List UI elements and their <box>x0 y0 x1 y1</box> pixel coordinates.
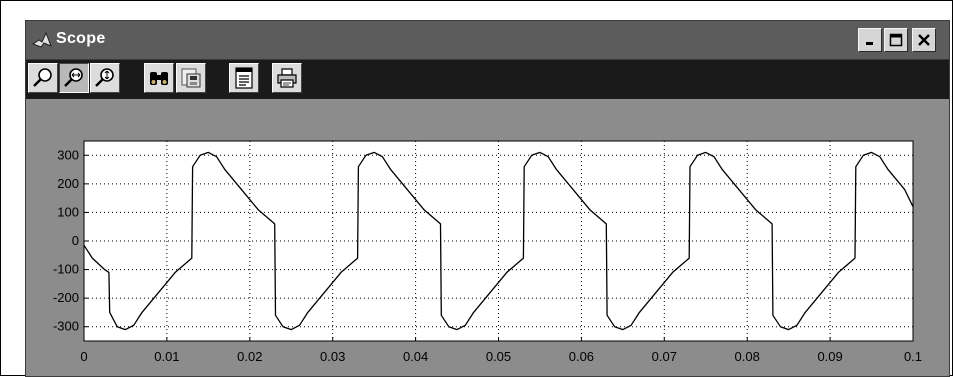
x-tick-label: 0.05 <box>486 349 511 364</box>
title-bar[interactable]: Scope <box>26 21 949 60</box>
x-tick-label: 0.09 <box>817 349 842 364</box>
autoscale-binoculars-icon <box>150 72 168 85</box>
x-tick-label: 0.07 <box>652 349 677 364</box>
grid-lines <box>84 141 913 341</box>
y-tick-label: -200 <box>53 290 79 305</box>
zoom-x-icon <box>64 68 83 87</box>
signal-trace <box>83 151 914 331</box>
x-tick-label: 0.03 <box>320 349 345 364</box>
print-button[interactable] <box>272 63 302 93</box>
x-tick-label: 0.06 <box>569 349 594 364</box>
minimize-icon <box>866 42 873 45</box>
x-tick-label: 0.1 <box>904 349 922 364</box>
y-axis: 300 200 100 0 -100 -200 -300 <box>53 147 88 334</box>
x-tick-label: 0 <box>80 349 87 364</box>
signal-trace-group <box>83 151 914 331</box>
zoom-y-icon <box>95 68 114 87</box>
y-tick-label: -300 <box>53 319 79 334</box>
maximize-icon <box>889 33 903 47</box>
zoom-button[interactable] <box>28 63 58 93</box>
x-tick-label: 0.04 <box>403 349 428 364</box>
scope-parameters-icon <box>235 67 253 89</box>
close-icon <box>918 34 930 46</box>
x-tick-label: 0.08 <box>735 349 760 364</box>
toolbar <box>26 60 949 99</box>
x-axis: 0 0.01 0.02 0.03 0.04 0.05 0.06 0.07 0.08 0.09 0.1 <box>80 337 922 364</box>
window-title: Scope <box>56 30 106 47</box>
save-axes-settings-button[interactable] <box>176 63 206 93</box>
save-axes-settings-icon <box>181 68 201 88</box>
zoom-y-button[interactable] <box>90 63 120 93</box>
y-tick-label: -100 <box>53 262 79 277</box>
print-icon <box>277 68 297 88</box>
x-tick-label: 0.02 <box>237 349 262 364</box>
matlab-logo-icon <box>32 31 52 48</box>
y-tick-label: 100 <box>57 204 79 219</box>
close-button[interactable] <box>912 28 936 52</box>
autoscale-button[interactable] <box>144 63 174 93</box>
maximize-button[interactable] <box>884 28 908 52</box>
y-tick-label: 300 <box>57 147 79 162</box>
zoom-icon <box>33 68 52 87</box>
y-tick-label: 0 <box>72 233 79 248</box>
minimize-button[interactable] <box>858 28 882 52</box>
x-tick-label: 0.01 <box>154 349 179 364</box>
scope-parameters-button[interactable] <box>229 63 259 93</box>
y-tick-label: 200 <box>57 176 79 191</box>
zoom-x-button[interactable] <box>59 63 89 93</box>
